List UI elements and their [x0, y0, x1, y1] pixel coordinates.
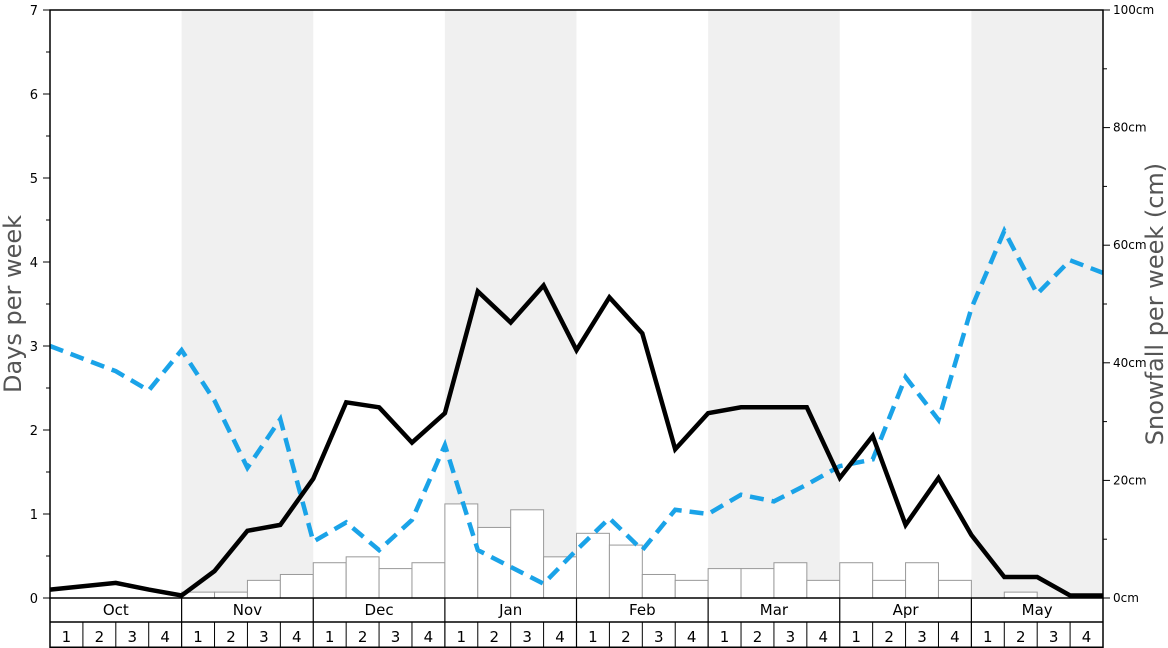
- snowfall-bar: [740, 568, 775, 599]
- week-label: 3: [522, 628, 532, 646]
- snowfall-bar: [608, 544, 643, 599]
- week-label: 1: [588, 628, 598, 646]
- week-label: 4: [950, 628, 960, 646]
- x-axis-months: Oct 1 2 3 4 Nov 1 2 3 4 Dec 1 2 3 4 Jan 1 2 3 4 Feb 1 2 3 4 Mar 1 2…: [49, 598, 1104, 648]
- left-tick-label: 7: [30, 4, 38, 19]
- snowfall-bar: [444, 503, 479, 599]
- snowfall-bar: [872, 579, 907, 599]
- shade-mar: [708, 10, 840, 598]
- week-label: 2: [621, 628, 631, 646]
- y-axis-title-right: Snowfall per week (cm): [1141, 163, 1168, 445]
- snowfall-bar: [411, 562, 446, 599]
- month-shading: [181, 10, 1103, 598]
- snowfall-bar: [378, 568, 413, 599]
- week-label: 3: [1049, 628, 1059, 646]
- snowfall-bar: [641, 573, 676, 599]
- shade-may: [971, 10, 1103, 598]
- week-label: 4: [160, 628, 170, 646]
- week-label: 2: [489, 628, 499, 646]
- snowfall-bar: [477, 526, 512, 599]
- week-label: 4: [687, 628, 697, 646]
- snowfall-bar: [246, 579, 281, 599]
- week-label: 2: [884, 628, 894, 646]
- snowfall-bar: [279, 573, 314, 599]
- solid-series-line: [49, 281, 1103, 598]
- month-label: Oct: [103, 601, 129, 619]
- month-label: Nov: [233, 601, 262, 619]
- week-label: 1: [193, 628, 203, 646]
- week-label: 1: [457, 628, 467, 646]
- week-label: 3: [259, 628, 269, 646]
- left-tick-label: 5: [30, 172, 38, 187]
- right-tick-label: 80cm: [1113, 121, 1147, 135]
- right-tick-label: 40cm: [1113, 356, 1147, 370]
- week-label: 3: [654, 628, 664, 646]
- month-label: May: [1022, 601, 1053, 619]
- left-tick-label: 0: [30, 592, 38, 607]
- snowfall-bar: [937, 579, 972, 599]
- month-label: Apr: [893, 601, 920, 619]
- week-label: 1: [983, 628, 993, 646]
- right-tick-label: 100cm: [1113, 3, 1154, 17]
- snowfall-bar: [1003, 591, 1038, 599]
- left-tick-label: 3: [30, 340, 38, 355]
- shade-nov: [181, 10, 314, 598]
- left-tick-label: 6: [30, 88, 38, 103]
- week-label: 1: [325, 628, 335, 646]
- left-tick-label: 2: [30, 424, 38, 439]
- snowfall-bars: [181, 503, 1038, 599]
- week-label: 3: [917, 628, 927, 646]
- month-label: Feb: [629, 601, 656, 619]
- week-label: 2: [95, 628, 105, 646]
- data-lines: [49, 225, 1104, 598]
- week-label: 1: [720, 628, 730, 646]
- snowfall-bar: [905, 562, 939, 599]
- snowfall-bar: [839, 562, 874, 599]
- snowfall-bar: [674, 579, 709, 599]
- right-axis: 0cm 20cm 40cm 60cm 80cm 100cm: [1103, 3, 1154, 605]
- snowfall-bar: [510, 509, 545, 599]
- week-label: 1: [62, 628, 72, 646]
- left-tick-label: 1: [30, 508, 38, 523]
- snowfall-bar: [773, 562, 808, 599]
- week-label: 2: [753, 628, 763, 646]
- left-tick-label: 4: [30, 256, 38, 271]
- snowfall-bar: [214, 591, 248, 599]
- left-axis: 0 1 2 3 4 5 6 7: [30, 4, 50, 607]
- week-label: 3: [391, 628, 401, 646]
- right-tick-label: 60cm: [1113, 238, 1147, 252]
- week-label: 3: [786, 628, 796, 646]
- week-label: 1: [851, 628, 861, 646]
- y-axis-title-left: Days per week: [0, 215, 27, 393]
- week-label: 4: [424, 628, 434, 646]
- week-label: 3: [127, 628, 137, 646]
- week-label: 4: [1082, 628, 1092, 646]
- dashed-series-line: [49, 225, 1104, 587]
- month-label: Mar: [760, 601, 789, 619]
- month-label: Dec: [365, 601, 394, 619]
- week-label: 4: [555, 628, 565, 646]
- snowfall-bar: [707, 568, 742, 599]
- week-label: 2: [226, 628, 236, 646]
- snowfall-bar: [806, 579, 841, 599]
- week-label: 4: [819, 628, 829, 646]
- week-label: 4: [292, 628, 302, 646]
- right-tick-label: 20cm: [1113, 473, 1147, 487]
- snowfall-bar: [345, 556, 380, 599]
- right-tick-label: 0cm: [1113, 591, 1139, 605]
- week-label: 2: [1016, 628, 1026, 646]
- month-label: Jan: [498, 601, 522, 619]
- snowfall-bar: [312, 562, 347, 599]
- week-label: 2: [358, 628, 368, 646]
